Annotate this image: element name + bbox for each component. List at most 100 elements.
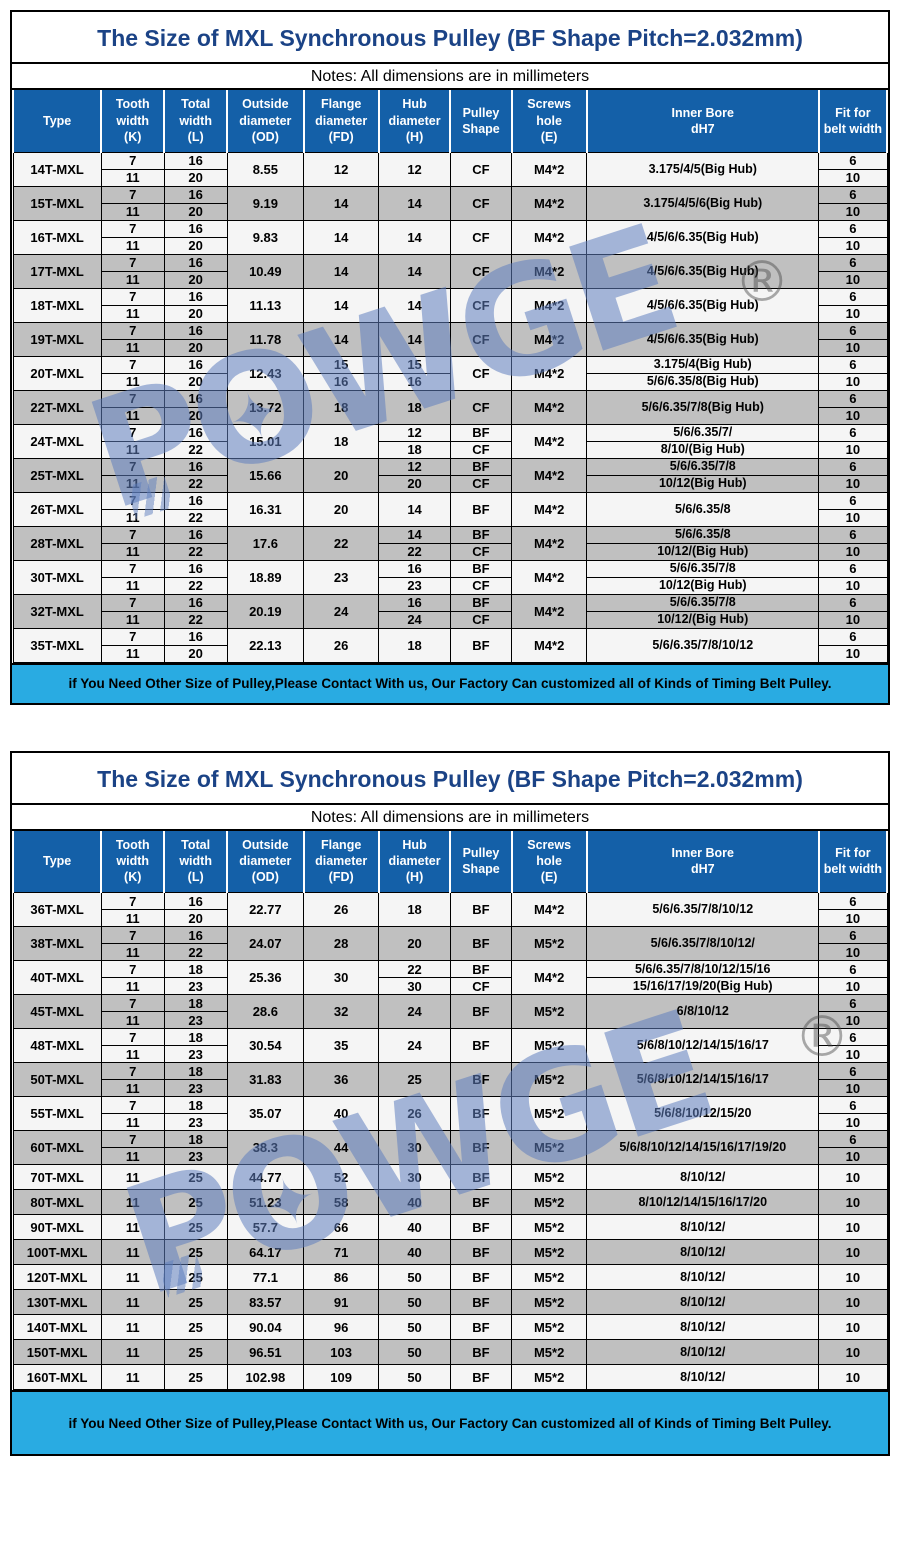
table-header: Type Tooth width (K) Total width (L) Outsid… bbox=[12, 830, 888, 893]
cell-shape: BF bbox=[449, 1096, 513, 1131]
cell-shape: CF bbox=[449, 542, 513, 561]
cell-shape: BF bbox=[449, 491, 513, 527]
cell-type: 14T-MXL bbox=[12, 151, 102, 187]
cell-h: 16 bbox=[378, 593, 451, 612]
cell-fd: 14 bbox=[303, 287, 380, 323]
cell-shape: BF bbox=[449, 1214, 513, 1240]
cell-shape: BF bbox=[449, 1130, 513, 1165]
cell-h: 40 bbox=[378, 1214, 451, 1240]
table-row: 120T-MXL 11 25 77.1 86 50 BF M5*2 8/10/12/10 bbox=[12, 1264, 888, 1290]
cell-l: 25 bbox=[163, 1214, 228, 1240]
cell-k: 11 bbox=[100, 372, 165, 391]
cell-e: M4*2 bbox=[511, 892, 588, 927]
cell-h: 15 bbox=[378, 355, 451, 374]
cell-od: 24.07 bbox=[226, 926, 305, 961]
cell-shape: BF bbox=[449, 1189, 513, 1215]
cell-shape: BF bbox=[449, 1314, 513, 1340]
table-row: 11 20 10 bbox=[13, 644, 888, 663]
cell-fd: 32 bbox=[303, 994, 380, 1029]
cell-fd: 14 bbox=[303, 185, 380, 221]
cell-l: 23 bbox=[163, 1045, 228, 1063]
cell-fit: 10 bbox=[818, 644, 888, 663]
table-row: 22T-MXL 7 16 13.72 18 18 CF M4*2 5/6/6.35/7/8(Bi… bbox=[12, 389, 888, 425]
cell-shape: BF bbox=[449, 559, 513, 578]
cell-h: 30 bbox=[378, 1130, 451, 1165]
contact-banner: if You Need Other Size of Pulley,Please … bbox=[12, 1390, 888, 1454]
cell-l: 25 bbox=[163, 1314, 228, 1340]
cell-h: 16 bbox=[378, 372, 451, 391]
cell-fd: 40 bbox=[303, 1096, 380, 1131]
cell-h: 50 bbox=[378, 1364, 451, 1390]
cell-fit: 10 bbox=[818, 1079, 888, 1097]
cell-fd: 14 bbox=[303, 219, 380, 255]
cell-e: M4*2 bbox=[511, 525, 588, 561]
cell-l: 20 bbox=[163, 338, 228, 357]
cell-l: 16 bbox=[163, 491, 228, 510]
cell-h: 14 bbox=[378, 321, 451, 357]
cell-l: 22 bbox=[163, 474, 228, 493]
cell-k: 7 bbox=[100, 892, 165, 910]
cell-shape: BF bbox=[449, 1364, 513, 1390]
table-row: 130T-MXL 11 25 83.57 91 50 BF M5*2 8/10/12/10 bbox=[12, 1289, 888, 1315]
table-row: 25T-MXL 7 16 15.66 20 12 BF M4*2 5/6/6.35/7/8 6 bbox=[12, 457, 888, 493]
cell-l: 16 bbox=[163, 423, 228, 442]
cell-bore: 5/6/6.35/7/8/10/12/15/16 bbox=[586, 960, 820, 978]
cell-shape: BF bbox=[449, 1339, 513, 1365]
cell-l: 20 bbox=[163, 236, 228, 255]
cell-k: 7 bbox=[100, 627, 165, 646]
cell-l: 18 bbox=[163, 994, 228, 1012]
cell-od: 20.19 bbox=[226, 593, 305, 629]
cell-bore: 10/12/(Big Hub) bbox=[586, 610, 820, 629]
cell-fit: 10 bbox=[818, 909, 888, 927]
cell-bore: 8/10/12/ bbox=[586, 1289, 820, 1315]
cell-e: M5*2 bbox=[511, 1339, 588, 1365]
cell-od: 57.7 bbox=[226, 1214, 305, 1240]
cell-h: 26 bbox=[378, 1096, 451, 1131]
cell-shape: CF bbox=[449, 389, 513, 425]
cell-e: M5*2 bbox=[511, 1239, 588, 1265]
table-row: 28T-MXL 7 16 17.6 22 14 BF M4*2 5/6/6.35/8 6 bbox=[12, 525, 888, 561]
cell-e: M4*2 bbox=[511, 219, 588, 255]
cell-od: 17.6 bbox=[226, 525, 305, 561]
cell-k: 7 bbox=[100, 994, 165, 1012]
cell-fit: 10 bbox=[818, 1147, 888, 1165]
cell-fit: 10 bbox=[818, 1314, 888, 1340]
cell-od: 30.54 bbox=[226, 1028, 305, 1063]
cell-fit: 10 bbox=[818, 508, 888, 527]
cell-shape: CF bbox=[449, 185, 513, 221]
cell-k: 11 bbox=[100, 1339, 165, 1365]
cell-l: 23 bbox=[163, 1079, 228, 1097]
cell-type: 17T-MXL bbox=[12, 253, 102, 289]
cell-l: 18 bbox=[163, 1062, 228, 1080]
table-row: 11 22 24 CF 10/12/(Big Hub) 10 bbox=[13, 610, 888, 629]
cell-fit: 10 bbox=[818, 338, 888, 357]
table-row: 17T-MXL 7 16 10.49 14 14 CF M4*2 4/5/6/6.35(Big … bbox=[12, 253, 888, 289]
cell-e: M5*2 bbox=[511, 1364, 588, 1390]
cell-type: 150T-MXL bbox=[12, 1339, 102, 1365]
cell-e: M5*2 bbox=[511, 1264, 588, 1290]
cell-k: 11 bbox=[100, 440, 165, 459]
cell-e: M4*2 bbox=[511, 627, 588, 663]
cell-type: 100T-MXL bbox=[12, 1239, 102, 1265]
column-header: Outside diameter (OD) bbox=[226, 830, 305, 893]
cell-e: M4*2 bbox=[511, 287, 588, 323]
spec-table-2: Type Tooth width (K) Total width (L) Outsid… bbox=[12, 830, 888, 1390]
column-header: Pulley Shape bbox=[449, 90, 513, 153]
cell-e: M4*2 bbox=[511, 593, 588, 629]
cell-k: 7 bbox=[100, 321, 165, 340]
cell-bore: 5/6/8/10/12/15/20 bbox=[586, 1096, 820, 1131]
cell-od: 12.43 bbox=[226, 355, 305, 391]
table-row: 55T-MXL 7 18 35.07 40 26 BF M5*2 5/6/8/10/12/15/… bbox=[12, 1096, 888, 1131]
cell-fd: 103 bbox=[303, 1339, 380, 1365]
cell-e: M4*2 bbox=[511, 389, 588, 425]
cell-bore: 5/6/6.35/7/ bbox=[586, 423, 820, 442]
cell-k: 11 bbox=[100, 1214, 165, 1240]
cell-od: 9.83 bbox=[226, 219, 305, 255]
table-row: 11 20 10 bbox=[13, 168, 888, 187]
table-row: 90T-MXL 11 25 57.7 66 40 BF M5*2 8/10/12/10 bbox=[12, 1214, 888, 1240]
cell-e: M4*2 bbox=[511, 559, 588, 595]
cell-e: M5*2 bbox=[511, 926, 588, 961]
cell-fd: 96 bbox=[303, 1314, 380, 1340]
cell-k: 11 bbox=[100, 576, 165, 595]
cell-od: 83.57 bbox=[226, 1289, 305, 1315]
